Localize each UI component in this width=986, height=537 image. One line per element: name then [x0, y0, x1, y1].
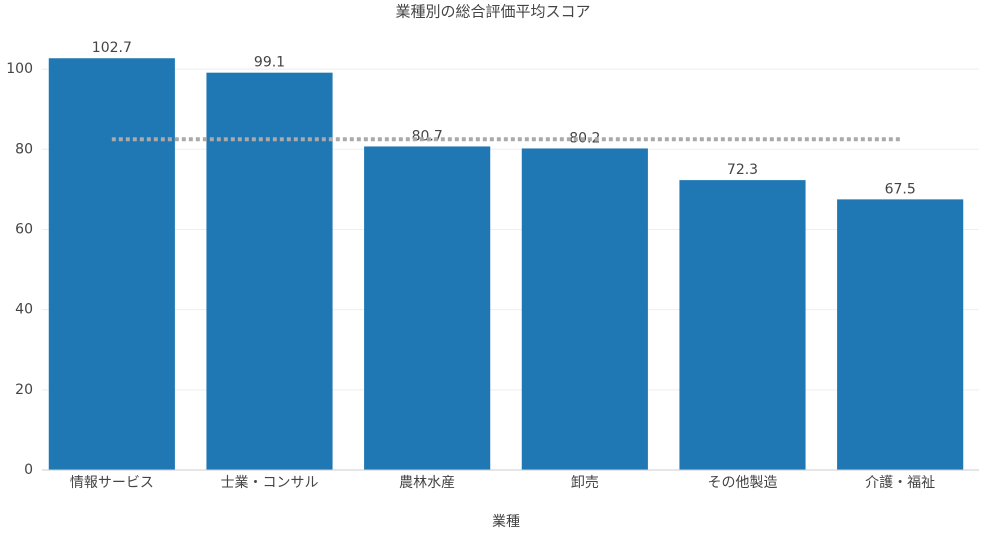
data-label: 102.7: [92, 40, 132, 56]
bar: [521, 148, 648, 470]
y-tick-label: 80: [15, 141, 33, 157]
chart-title: 業種別の総合評価平均スコア: [395, 3, 590, 21]
y-tick-label: 100: [6, 61, 33, 77]
x-tick-label: 農林水産: [399, 475, 455, 491]
x-tick-label: 介護・福祉: [865, 475, 935, 491]
x-tick-label: 卸売: [571, 475, 599, 491]
data-label: 72.3: [727, 162, 758, 178]
bar: [206, 72, 333, 471]
bar: [364, 146, 491, 471]
x-tick-label: その他製造: [708, 475, 778, 491]
y-tick-label: 60: [15, 221, 33, 237]
y-tick-label: 0: [24, 462, 33, 478]
x-tick-label: 士業・コンサル: [221, 475, 319, 491]
data-label: 67.5: [885, 181, 916, 197]
y-tick-label: 20: [15, 382, 33, 398]
bar: [679, 180, 806, 470]
bar: [837, 199, 964, 471]
bar: [48, 58, 175, 470]
data-label: 99.1: [254, 55, 285, 71]
x-axis-title: 業種: [492, 514, 520, 530]
data-label: 80.7: [412, 128, 443, 144]
y-tick-label: 40: [15, 302, 33, 318]
x-tick-label: 情報サービス: [70, 475, 154, 491]
